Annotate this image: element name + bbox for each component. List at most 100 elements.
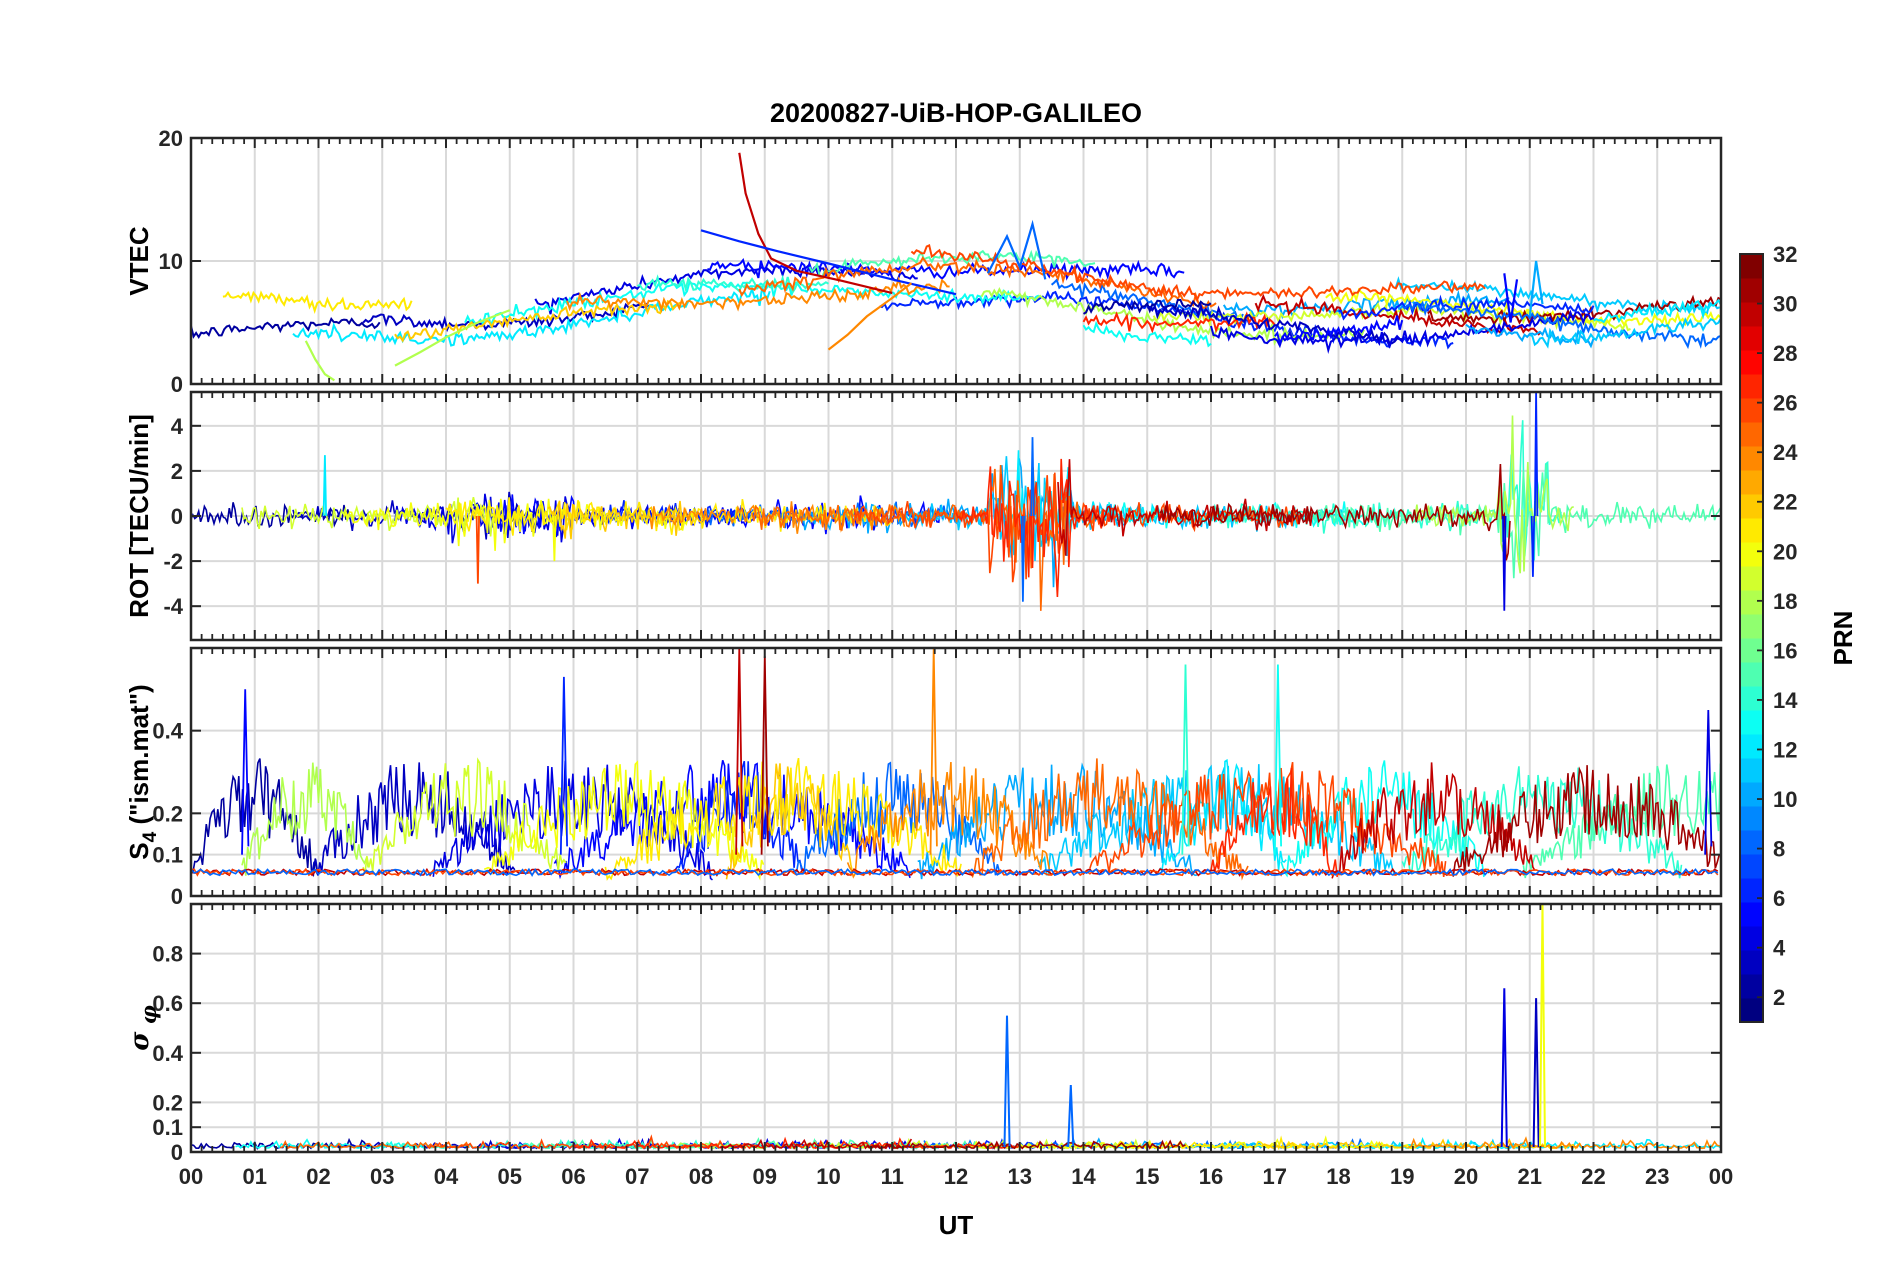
colorbar-segment — [1740, 374, 1763, 399]
series-line-prn-4 — [1502, 515, 1507, 611]
x-tick-label: 16 — [1199, 1164, 1223, 1189]
panel-rot: -4 -2 0 2 4 ROT [TECU/min] — [124, 390, 1723, 642]
series-line-prn-21 — [222, 290, 413, 315]
series-line-prn-25 — [968, 758, 1249, 881]
x-tick-marks — [190, 392, 1722, 640]
series-line-prn-31 — [866, 1139, 1186, 1150]
colorbar-segment — [1740, 926, 1763, 951]
series-line-prn-5 — [707, 258, 1185, 281]
series-line-prn-6 — [1338, 294, 1595, 321]
panel-sigma_phi: 00.10.2 0.4 0.6 0.8 σ φ — [125, 902, 1723, 1165]
y-axis-label-part: ("ism.mat") — [124, 684, 154, 831]
series-line-prn-13 — [1273, 664, 1282, 855]
y-axis-label: VTEC — [124, 226, 154, 296]
series-line-prn-11 — [1529, 317, 1721, 349]
grid — [191, 138, 1721, 384]
series-line-prn-2 — [191, 316, 381, 340]
colorbar-segment — [1740, 806, 1763, 831]
series-line-prn-2 — [1082, 298, 1212, 315]
series-line-prn-8 — [795, 761, 1001, 876]
colorbar-tick-label: 6 — [1773, 886, 1785, 911]
colorbar-segment — [1740, 398, 1763, 423]
x-tick-label: 15 — [1135, 1164, 1159, 1189]
series-line-prn-15 — [1522, 763, 1721, 879]
y-tick-label: 0 — [171, 1140, 183, 1165]
series-line-prn-8 — [986, 219, 1047, 280]
colorbar-segment — [1740, 422, 1763, 447]
series-line-prn-12 — [1159, 758, 1287, 874]
x-tick-label: 04 — [434, 1164, 459, 1189]
series-line-prn-3 — [1532, 998, 1540, 1148]
series-line-prn-24 — [827, 282, 913, 351]
colorbar-segment — [1740, 302, 1763, 327]
series-line-prn-20 — [552, 515, 557, 562]
colorbar-segment — [1740, 614, 1763, 639]
series-line-prn-26 — [910, 243, 1486, 303]
series-line-prn-18 — [1414, 415, 1574, 574]
colorbar-segment — [1740, 494, 1763, 519]
x-tick-label: 00 — [1709, 1164, 1733, 1189]
series-line-prn-12 — [322, 455, 327, 517]
colorbar-segment — [1740, 662, 1763, 687]
colorbar-segment — [1740, 446, 1763, 471]
series-line-prn-19 — [362, 757, 567, 874]
y-tick-label: 0.4 — [152, 719, 183, 744]
panel-s4: 00.10.20.4S4 ("ism.mat") — [124, 646, 1723, 909]
series-line-prn-30 — [719, 1138, 913, 1150]
series-line-prn-11 — [1038, 764, 1396, 876]
series-line-prn-14 — [1181, 664, 1190, 855]
y-tick-label: 10 — [159, 249, 183, 274]
y-tick-label: 0 — [171, 372, 183, 397]
x-tick-label: 17 — [1263, 1164, 1287, 1189]
series-line-prn-18 — [241, 762, 369, 876]
colorbar-tick-label: 10 — [1773, 787, 1797, 812]
y-axis-label-part: σ — [125, 1031, 155, 1051]
series-line-prn-18 — [394, 309, 511, 367]
series-line-prn-13 — [464, 280, 1040, 329]
series-line-prn-19 — [821, 1137, 1142, 1150]
x-tick-label: 13 — [1008, 1164, 1032, 1189]
series-line-prn-22 — [725, 763, 854, 880]
series-line-prn-20 — [968, 1135, 1416, 1150]
y-tick-label: 0.2 — [152, 801, 183, 826]
series-line-prn-25 — [738, 256, 1217, 310]
colorbar-tick-label: 20 — [1773, 539, 1797, 564]
colorbar-segment — [1740, 830, 1763, 855]
series-line-prn-5 — [1503, 273, 1519, 323]
series-line-prn-5 — [1274, 315, 1404, 346]
colorbar-tick-label: 32 — [1773, 242, 1797, 267]
colorbar-segment — [1740, 734, 1763, 759]
x-tick-label: 21 — [1518, 1164, 1542, 1189]
series-line-prn-6 — [1530, 515, 1536, 577]
x-tick-label: 14 — [1071, 1164, 1096, 1189]
series-line-prn-27 — [955, 458, 1116, 598]
y-tick-label: -2 — [163, 549, 183, 574]
series-line-prn-10 — [917, 762, 1198, 880]
x-tick-label: 09 — [753, 1164, 777, 1189]
colorbar-segment — [1740, 878, 1763, 903]
series-line-prn-6 — [700, 229, 957, 296]
colorbar-segment — [1740, 278, 1763, 303]
series-line-prn-27 — [1210, 768, 1338, 878]
y-tick-label: 0.4 — [152, 1041, 183, 1066]
x-tick-marks — [190, 648, 1722, 896]
colorbar-segment — [1740, 638, 1763, 663]
colorbar-segment — [1740, 950, 1763, 975]
series-line-prn-5 — [241, 689, 250, 855]
series-line-prn-8 — [1050, 278, 1244, 322]
series-line-prn-8 — [1003, 1015, 1011, 1148]
y-axis-label-subscript: φ — [136, 1005, 161, 1031]
x-tick-marks — [190, 904, 1722, 1152]
series-line-prn-8 — [1401, 300, 1721, 350]
series-line-prn-22 — [547, 500, 708, 540]
series-line-prn-26 — [475, 515, 480, 584]
colorbar-segment — [1740, 254, 1763, 279]
x-tick-label: 08 — [689, 1164, 713, 1189]
colorbar-tick-label: 28 — [1773, 341, 1797, 366]
series-line-prn-12 — [1363, 1137, 1721, 1150]
y-axis-label-part: S — [124, 842, 154, 859]
series-line-prn-12 — [292, 286, 771, 347]
colorbar-segment — [1740, 902, 1763, 927]
